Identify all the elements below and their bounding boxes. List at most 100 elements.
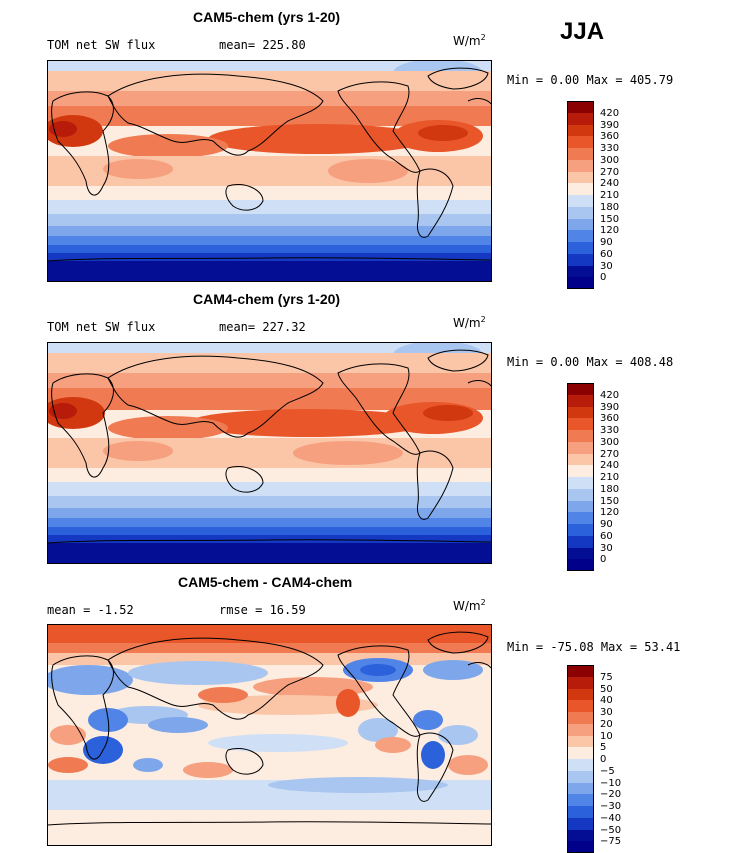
panel-1-title: CAM5-chem (yrs 1-20) bbox=[193, 9, 341, 25]
colorbar-tick-label: −10 bbox=[600, 777, 622, 789]
colorbar-swatch: 5 bbox=[567, 742, 727, 759]
panel-1-variable-label: TOM net SW flux bbox=[47, 38, 156, 52]
colorbar-tick-label: 0 bbox=[600, 554, 607, 566]
colorbar-tick-label: 40 bbox=[600, 695, 613, 707]
colorbar-swatch: 0 bbox=[567, 554, 727, 571]
colorbar-tick-label: 90 bbox=[600, 519, 613, 530]
colorbar-swatch: 60 bbox=[567, 531, 727, 548]
colorbar-tick-label: −50 bbox=[600, 824, 622, 836]
colorbar-swatch-fill bbox=[567, 441, 594, 454]
colorbar-tick-label: 75 bbox=[600, 671, 613, 683]
colorbar-swatch: 90 bbox=[567, 237, 727, 254]
panel-1-unit: W/m2 bbox=[453, 33, 486, 48]
colorbar-swatch-fill bbox=[567, 477, 594, 489]
colorbar-swatch-fill bbox=[567, 253, 594, 266]
colorbar-swatch: −75 bbox=[567, 836, 727, 853]
colorbar-tick-label: 5 bbox=[600, 742, 607, 754]
panel-3-minmax: Min = -75.08 Max = 53.41 bbox=[507, 640, 681, 654]
colorbar-swatch: −50 bbox=[567, 825, 727, 842]
colorbar-swatch: 120 bbox=[567, 507, 727, 524]
colorbar-swatch-fill bbox=[567, 148, 594, 160]
colorbar-tick-label: 180 bbox=[600, 483, 620, 495]
colorbar-swatch: 75 bbox=[567, 672, 727, 689]
panel-2-unit: W/m2 bbox=[453, 315, 486, 330]
colorbar-swatch-fill bbox=[567, 559, 594, 571]
colorbar-swatch: 180 bbox=[567, 484, 727, 501]
colorbar-tick-label: 60 bbox=[600, 248, 613, 260]
colorbar-tick-label: 30 bbox=[600, 707, 613, 718]
colorbar-swatch: 240 bbox=[567, 178, 727, 195]
colorbar-tick-label: 30 bbox=[600, 260, 613, 272]
colorbar-tick-label: 360 bbox=[600, 131, 620, 143]
colorbar-tick-label: 150 bbox=[600, 495, 620, 507]
colorbar-swatch-fill bbox=[567, 124, 594, 137]
panel-1-minmax: Min = 0.00 Max = 405.79 bbox=[507, 73, 674, 87]
colorbar-swatch: 210 bbox=[567, 472, 727, 489]
colorbar-swatch: 270 bbox=[567, 449, 727, 466]
colorbar-tick-label: 420 bbox=[600, 107, 620, 119]
colorbar-swatch: −20 bbox=[567, 789, 727, 806]
colorbar-swatch: 90 bbox=[567, 519, 727, 536]
colorbar-swatch-fill bbox=[567, 465, 594, 477]
colorbar-swatch: 360 bbox=[567, 413, 727, 430]
panel-3-title: CAM5-chem - CAM4-chem bbox=[178, 574, 353, 590]
colorbar-swatch-fill bbox=[567, 829, 594, 842]
colorbar-swatch-fill bbox=[567, 782, 594, 795]
colorbar-tick-label: 60 bbox=[600, 530, 613, 542]
colorbar-swatch: 0 bbox=[567, 754, 727, 771]
colorbar-swatch-fill bbox=[567, 394, 594, 407]
colorbar-tick-label: 390 bbox=[600, 119, 620, 131]
panel-3-map bbox=[47, 624, 492, 846]
colorbar-tick-label: 180 bbox=[600, 201, 620, 213]
colorbar-swatch-fill bbox=[567, 171, 594, 184]
colorbar-swatch-fill bbox=[567, 665, 594, 677]
panel-2-title: CAM4-chem (yrs 1-20) bbox=[193, 291, 341, 307]
colorbar-tick-label: 300 bbox=[600, 436, 620, 448]
colorbar-swatch: 30 bbox=[567, 261, 727, 278]
colorbar-swatch-fill bbox=[567, 218, 594, 231]
colorbar-swatch: 120 bbox=[567, 225, 727, 242]
colorbar-swatch: 60 bbox=[567, 249, 727, 266]
panel-2-minmax: Min = 0.00 Max = 408.48 bbox=[507, 355, 674, 369]
colorbar-swatch-fill bbox=[567, 806, 594, 818]
colorbar-swatch-fill bbox=[567, 430, 594, 442]
colorbar-swatch: 390 bbox=[567, 120, 727, 137]
colorbar-swatch: 330 bbox=[567, 425, 727, 442]
colorbar-swatch-fill bbox=[567, 817, 594, 830]
colorbar-swatch: 30 bbox=[567, 543, 727, 560]
colorbar-tick-label: 30 bbox=[600, 542, 613, 554]
colorbar-swatch: 210 bbox=[567, 190, 727, 207]
colorbar-tick-label: 0 bbox=[600, 754, 607, 765]
colorbar-swatch-fill bbox=[567, 183, 594, 195]
panel-2-colorbar: 420 390 360 330 300 270 240 210 180 150 120 90 60 30 0 bbox=[567, 383, 727, 571]
colorbar-tick-label: 300 bbox=[600, 154, 620, 166]
colorbar-swatch: 150 bbox=[567, 496, 727, 513]
colorbar-swatch: 300 bbox=[567, 155, 727, 172]
colorbar-tick-label: 420 bbox=[600, 389, 620, 401]
colorbar-swatch: 50 bbox=[567, 684, 727, 701]
colorbar-swatch-fill bbox=[567, 547, 594, 560]
colorbar-swatch: 40 bbox=[567, 695, 727, 712]
colorbar-swatch: 300 bbox=[567, 437, 727, 454]
panel-3-colorbar: 75 50 40 30 20 10 5 0 −5 −10 −20 −30 −40 −50 −75 bbox=[567, 665, 727, 853]
colorbar-swatch: −30 bbox=[567, 801, 727, 818]
colorbar-tick-label: 360 bbox=[600, 413, 620, 425]
colorbar-swatch-fill bbox=[567, 535, 594, 548]
colorbar-swatch-fill bbox=[567, 195, 594, 207]
colorbar-swatch-fill bbox=[567, 794, 594, 806]
colorbar-tick-label: 330 bbox=[600, 143, 620, 154]
colorbar-swatch-fill bbox=[567, 841, 594, 853]
colorbar-swatch: 20 bbox=[567, 719, 727, 736]
colorbar-swatch-fill bbox=[567, 747, 594, 759]
colorbar-tick-label: 270 bbox=[600, 448, 620, 460]
colorbar-swatch: 270 bbox=[567, 167, 727, 184]
colorbar-tick-label: 120 bbox=[600, 507, 620, 519]
colorbar-swatch: 390 bbox=[567, 402, 727, 419]
colorbar-swatch: −10 bbox=[567, 778, 727, 795]
colorbar-swatch-fill bbox=[567, 242, 594, 254]
colorbar-swatch-fill bbox=[567, 500, 594, 513]
colorbar-swatch-fill bbox=[567, 723, 594, 736]
colorbar-swatch-fill bbox=[567, 406, 594, 419]
colorbar-swatch-fill bbox=[567, 735, 594, 748]
colorbar-tick-label: 210 bbox=[600, 472, 620, 483]
